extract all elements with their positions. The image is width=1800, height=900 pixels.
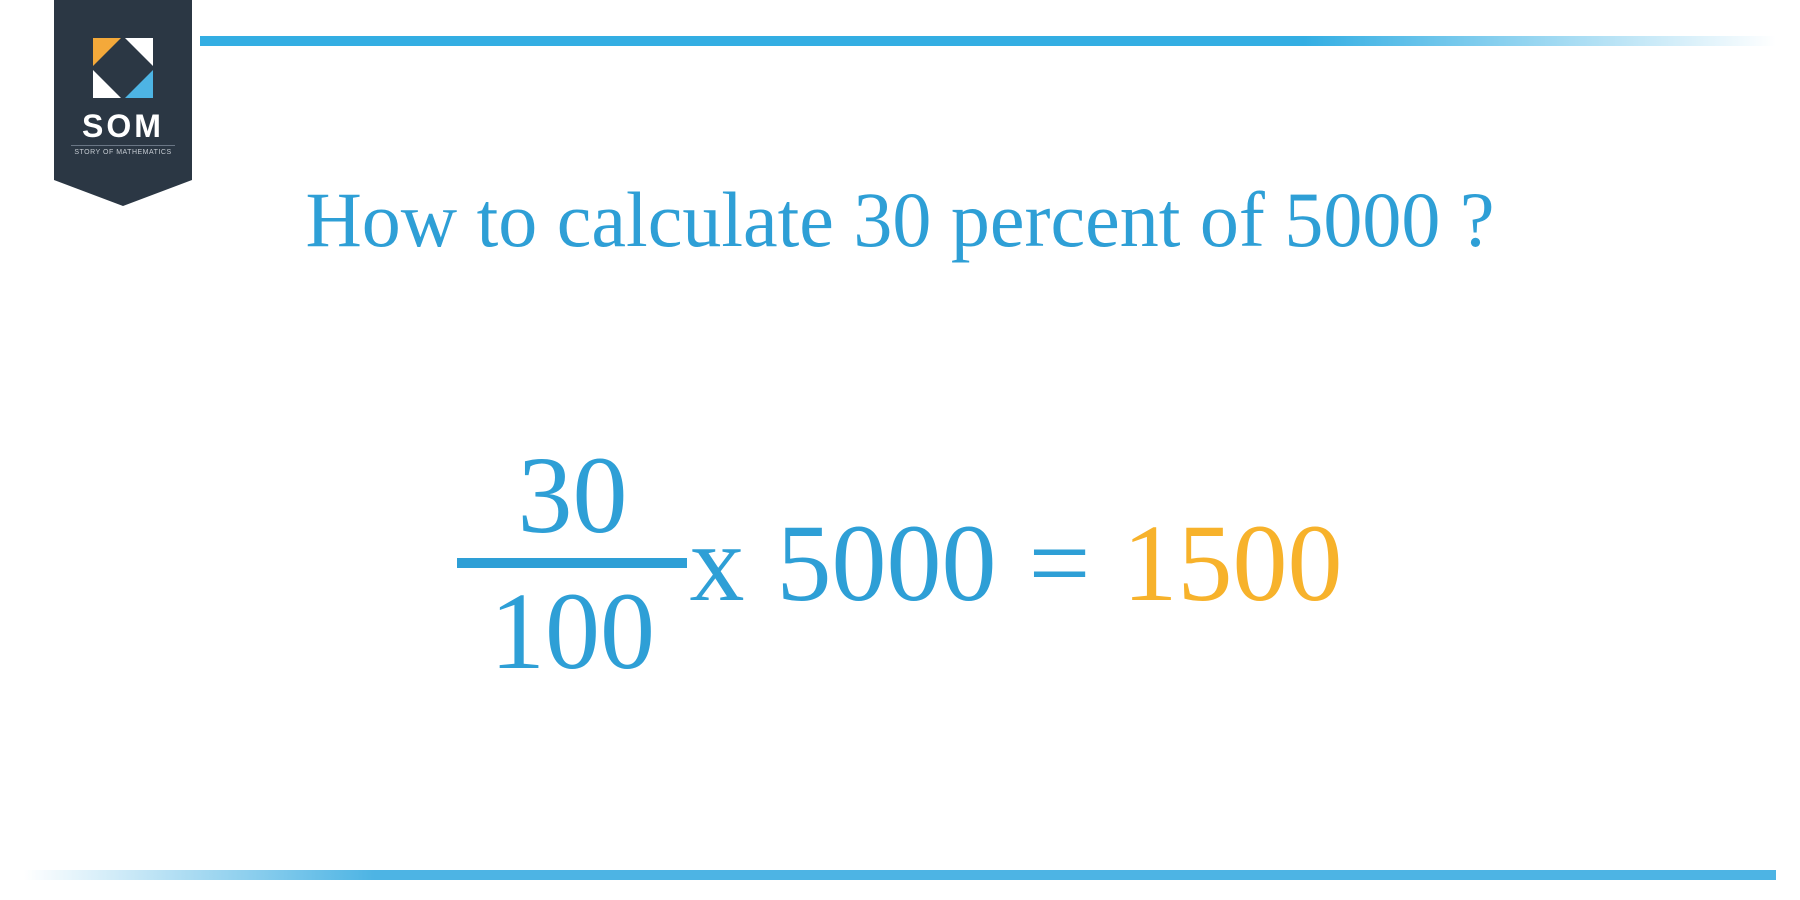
fraction: 30 100 <box>457 440 687 686</box>
equation-container: 30 100 x 5000 = 1500 <box>0 440 1800 686</box>
logo-title: SOM <box>82 110 164 142</box>
equals-symbol: = <box>1028 508 1090 618</box>
multiply-symbol: x <box>689 508 744 618</box>
top-border-line <box>200 36 1776 46</box>
bottom-border-line <box>24 870 1776 880</box>
logo-icon <box>93 38 153 98</box>
logo-badge: SOM STORY OF MATHEMATICS <box>54 0 192 180</box>
operand-value: 5000 <box>776 508 996 618</box>
fraction-numerator: 30 <box>457 440 687 558</box>
fraction-denominator: 100 <box>490 568 655 686</box>
result-value: 1500 <box>1123 508 1343 618</box>
fraction-bar <box>457 558 687 568</box>
headline-text: How to calculate 30 percent of 5000 ? <box>0 175 1800 265</box>
logo-subtitle: STORY OF MATHEMATICS <box>71 145 175 156</box>
